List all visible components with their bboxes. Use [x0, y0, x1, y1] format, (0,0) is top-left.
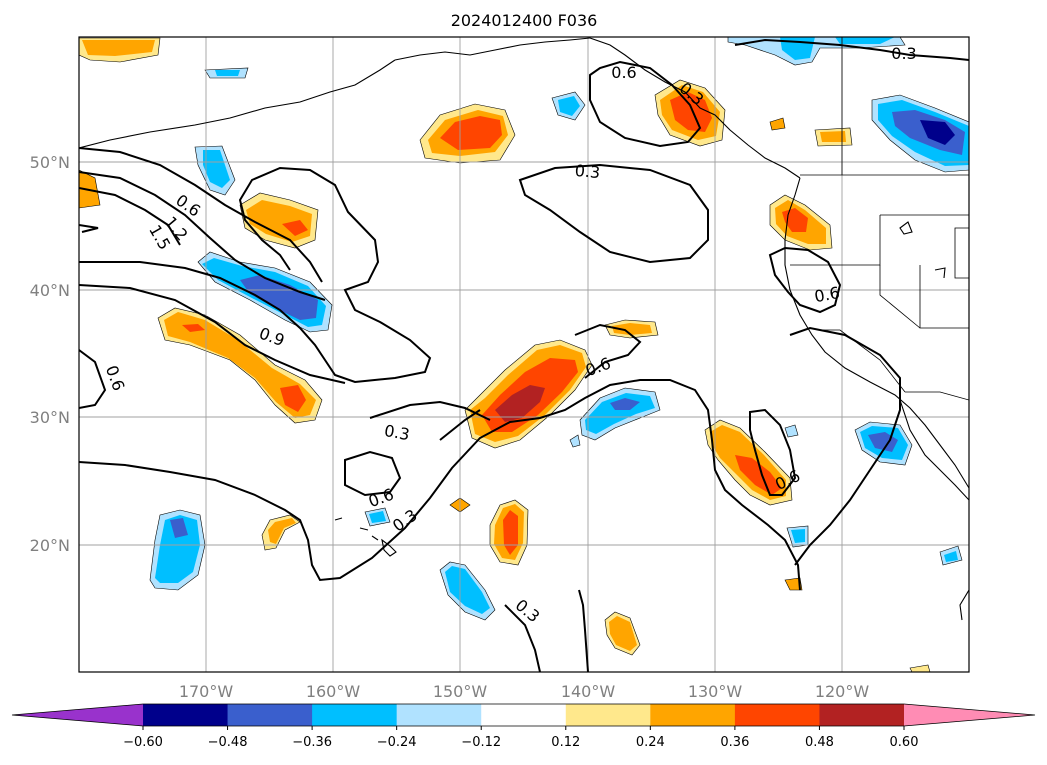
- lon-label: 120°W: [815, 682, 870, 701]
- lon-label: 150°W: [433, 682, 488, 701]
- colorbar-segment: [481, 704, 567, 726]
- contour-label: 0.6: [813, 283, 841, 306]
- colorbar-tick-label: −0.60: [123, 735, 163, 750]
- contour-lines: [79, 38, 969, 672]
- coastlines: [79, 37, 969, 621]
- latitude-labels: 50°N 40°N 30°N 20°N: [30, 153, 70, 555]
- colorbar-tick-label: 0.36: [720, 735, 749, 750]
- contour-label: 0.3: [891, 44, 916, 63]
- contour-label: 0.3: [389, 505, 421, 535]
- lat-label: 50°N: [30, 153, 70, 172]
- colorbar-segment: [650, 704, 736, 726]
- colorbar-tick-label: −0.48: [208, 735, 248, 750]
- colorbar-tick-label: 0.24: [636, 735, 665, 750]
- colorbar-segment: [819, 704, 905, 726]
- lon-label: 170°W: [179, 682, 234, 701]
- contour-label: 0.3: [383, 421, 411, 444]
- borders: [790, 37, 969, 401]
- contour-label: 0.3: [574, 161, 601, 182]
- map-title: 2024012400 F036: [451, 11, 598, 30]
- colorbar-tick-label: 0.60: [890, 735, 919, 750]
- colorbar-segment: [396, 704, 482, 726]
- contour-label: 0.6: [102, 363, 129, 393]
- lat-label: 40°N: [30, 281, 70, 300]
- lon-label: 130°W: [688, 682, 743, 701]
- colorbar-tick-label: −0.24: [377, 735, 417, 750]
- colorbar: −0.60 −0.48 −0.36 −0.24 −0.12 0.12 0.24 0.36 0.4…: [11, 703, 1036, 750]
- colorbar-tick-label: 0.12: [551, 735, 580, 750]
- colorbar-extend-max: [904, 704, 1035, 726]
- contour-label: 0.9: [257, 324, 287, 351]
- lon-label: 160°W: [306, 682, 361, 701]
- lat-label: 20°N: [30, 536, 70, 555]
- colorbar-segment: [312, 704, 398, 726]
- colorbar-tick-label: −0.36: [292, 735, 332, 750]
- colorbar-segment: [565, 704, 651, 726]
- colorbar-extend-min: [12, 704, 143, 726]
- contour-label: 0.3: [512, 595, 544, 626]
- map-frame: [78, 36, 970, 673]
- shaded-field: [79, 37, 969, 672]
- map-area: 0.6 1.2 1.5 0.9 0.6 0.3 0.3 0.6 0.6 0.3 …: [79, 37, 969, 672]
- colorbar-tick-label: −0.12: [461, 735, 501, 750]
- contour-label: 0.6: [611, 63, 636, 82]
- colorbar-segment: [227, 704, 313, 726]
- lat-label: 30°N: [30, 408, 70, 427]
- colorbar-segment: [143, 704, 229, 726]
- colorbar-tick-label: 0.48: [805, 735, 834, 750]
- longitude-labels: 170°W 160°W 150°W 140°W 130°W 120°W: [179, 682, 870, 701]
- colorbar-segment: [734, 704, 820, 726]
- lon-label: 140°W: [561, 682, 616, 701]
